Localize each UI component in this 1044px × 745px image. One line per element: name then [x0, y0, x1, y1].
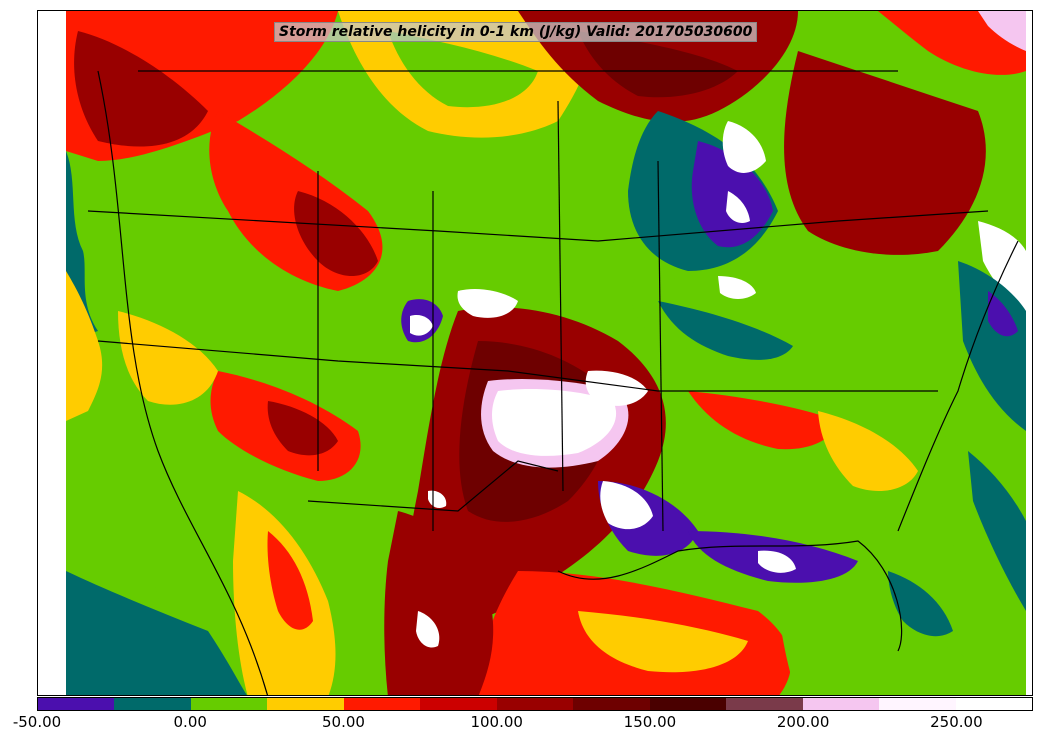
- atlantic-teal-south: [968, 451, 1026, 611]
- ohio-valley-teal: [658, 301, 793, 360]
- colorbar-segment: [38, 698, 115, 710]
- canada-maroon: [578, 31, 738, 98]
- colorbar-segment: [420, 698, 497, 710]
- colorbar-segment: [114, 698, 191, 710]
- map-panel: Storm relative helicity in 0-1 km (J/kg)…: [37, 10, 1033, 696]
- indiana-white: [718, 276, 756, 299]
- wyoming-darkred: [294, 191, 378, 276]
- northwest-darkred: [74, 31, 208, 147]
- oklahoma-white: [492, 389, 617, 456]
- atlantic-teal: [958, 261, 1026, 431]
- colorbar-segment: [802, 698, 880, 710]
- boundary-line: [87, 210, 989, 242]
- boundaries: [87, 70, 1019, 695]
- colorbar-tick-label: 150.00: [623, 713, 677, 731]
- colorbar: [37, 697, 1033, 711]
- colorbar-tick-label: 250.00: [930, 713, 983, 731]
- southwest-darkred: [267, 401, 338, 456]
- helicity-map: [38, 11, 1032, 695]
- atlantic-purple: [988, 291, 1018, 337]
- great-basin-yellow: [118, 311, 218, 405]
- boundary-line: [97, 340, 938, 392]
- colorbar-tick-label: 100.00: [470, 713, 523, 731]
- gulf-yellow: [578, 611, 748, 673]
- pacific-yellow: [66, 271, 103, 421]
- ne-coast-white: [978, 221, 1026, 311]
- boundary-line: [307, 460, 559, 512]
- florida-teal: [888, 571, 953, 637]
- lake-white-2: [726, 191, 750, 223]
- north-plains-green: [388, 31, 538, 108]
- gulf-coast: [557, 540, 903, 652]
- map-title: Storm relative helicity in 0-1 km (J/kg)…: [274, 22, 758, 42]
- east-coast: [897, 240, 1019, 532]
- west-coast: [97, 70, 269, 695]
- lake-superior-white: [722, 121, 766, 173]
- colorbar-segment: [879, 698, 956, 710]
- northeast-darkred: [784, 51, 986, 255]
- colorado-white: [410, 315, 433, 336]
- colorbar-segment: [573, 698, 650, 710]
- kansas-white: [457, 289, 518, 318]
- gulf-white: [758, 550, 796, 573]
- colorbar-segment: [726, 698, 803, 710]
- domain-edge-right: [1026, 11, 1032, 695]
- colorbar-tick-label: 50.00: [321, 713, 365, 731]
- colorbar-ticks: -50.00 0.00 50.00 100.00 150.00 200.00 250.00: [13, 713, 1033, 737]
- colorbar-tick-label: 0.00: [173, 713, 207, 731]
- colorbar-segment: [343, 698, 421, 710]
- colorbar-segment: [190, 698, 268, 710]
- boundary-line: [657, 160, 664, 532]
- gulf-green: [778, 611, 980, 695]
- domain-edge-left: [38, 11, 66, 695]
- tennessee-red: [688, 391, 838, 450]
- boundary-line: [557, 100, 564, 492]
- colorbar-segment: [955, 698, 1033, 710]
- missouri-white: [585, 370, 648, 406]
- colorbar-tick-label: -50.00: [12, 713, 62, 731]
- mexico-west-red: [267, 531, 313, 630]
- louisiana-white: [600, 481, 653, 530]
- texas-mexico-darkred: [384, 511, 494, 695]
- pacific-teal: [66, 571, 247, 695]
- carolina-yellow: [818, 411, 918, 491]
- colorbar-segment: [496, 698, 574, 710]
- colorbar-segment: [267, 698, 344, 710]
- colorbar-segment: [649, 698, 727, 710]
- quebec-pink: [978, 11, 1026, 51]
- mexico-white: [416, 611, 440, 648]
- colorbar-tick-label: 200.00: [776, 713, 830, 731]
